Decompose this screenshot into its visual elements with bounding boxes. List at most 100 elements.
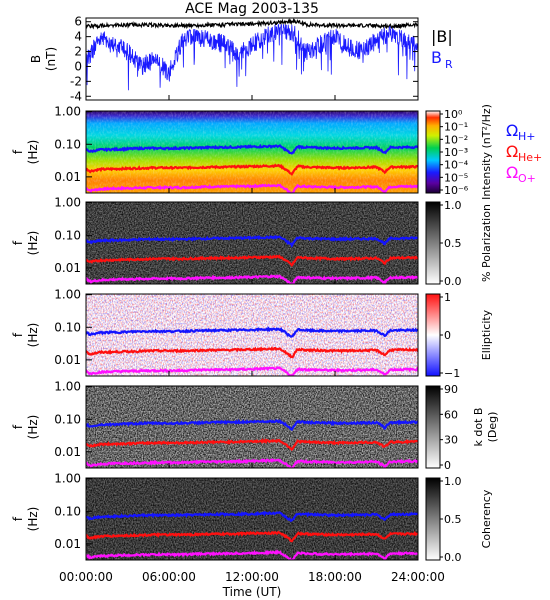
y-tick-label: 1.00 (54, 472, 81, 486)
colorbar-tick-label: 0.5 (444, 513, 462, 526)
omega-h-line (86, 143, 418, 155)
colorbar-tick-label: 10⁰ (444, 108, 463, 121)
omega-o-line (86, 366, 418, 376)
y-axis-unit: (Hz) (26, 231, 40, 256)
legend-b-magnitude: |B| (431, 27, 453, 46)
spectrogram-image (86, 386, 418, 468)
colorbar (425, 201, 441, 285)
spectrogram-panel-4: 1.00 0.10 0.01 f (Hz) 90 60 30 0 k dot B (Deg) (11, 380, 499, 472)
legend-omega-h-symbol: Ω (506, 121, 518, 140)
colorbar-tick-label: 0.5 (444, 237, 462, 250)
x-tick-label: 24:00:00 (391, 570, 445, 584)
colorbar-tick-label: 10⁻² (444, 133, 468, 146)
y-axis-unit: (Hz) (26, 507, 40, 532)
y-axis-unit: (nT) (44, 47, 58, 71)
colorbar-tick-label: 10⁻⁵ (444, 171, 468, 184)
omega-o-line (86, 183, 418, 193)
x-tick-label: 06:00:00 (142, 570, 196, 584)
spectrogram-panel-1: 1.00 0.10 0.01 f (Hz) 10⁰10⁻¹10⁻²10⁻³10⁻⁴10⁻⁵… (11, 104, 493, 200)
omega-o-line (86, 273, 418, 284)
spectrogram-panel-2: 1.00 0.10 0.01 f (Hz) 1.0 0.5 0.0 % Polarization (11, 196, 493, 288)
y-tick-label: 0.10 (54, 320, 81, 334)
spectrogram-panel-3: 1.00 0.10 0.01 f (Hz) 1 0 −1 Ellipticity (11, 288, 493, 380)
colorbar-tick-label: 0 (444, 459, 451, 472)
spectrogram-texture (86, 202, 418, 284)
y-tick-label: 1.00 (54, 380, 81, 394)
colorbar-label: Intensity (nT²/Hz) (480, 104, 493, 200)
omega-h-line (86, 419, 418, 432)
b-r-series-line (85, 23, 419, 91)
colorbar-label-unit: (Deg) (486, 412, 499, 443)
omega-o-line (86, 458, 418, 468)
legend-omega-o-symbol: Ω (506, 163, 518, 182)
colorbar-label: k dot B (472, 408, 485, 447)
y-axis-label: f (11, 424, 25, 429)
y-tick-label: 0.10 (54, 137, 81, 151)
omega-he-line (86, 163, 418, 176)
spectrogram-image (86, 202, 418, 284)
y-tick-label: 0.01 (54, 445, 81, 459)
omega-he-line (86, 346, 418, 359)
y-tick-label: 0.10 (54, 412, 81, 426)
spectrogram-texture (86, 386, 418, 468)
spectrogram-image (86, 111, 418, 193)
legend-omega-o-label: O+ (518, 172, 536, 185)
colorbar-tick-label: 60 (444, 408, 458, 421)
y-tick-label: -4 (70, 89, 82, 103)
y-tick-label: 0.01 (54, 261, 81, 275)
colorbar-tick-label: 10⁻⁴ (444, 159, 469, 172)
y-axis-unit: (Hz) (26, 415, 40, 440)
time-axis: 00:00:00 06:00:00 12:00:00 18:00:00 24:00:00 (59, 95, 445, 584)
colorbar-tick-label: 0.0 (444, 551, 462, 564)
colorbar (425, 110, 441, 194)
legend-omega-he-label: He+ (518, 151, 542, 164)
colorbar-tick-label: 1 (444, 291, 451, 304)
colorbar-label: % Polarization (480, 204, 493, 282)
spectrogram-texture-blue (86, 294, 418, 376)
colorbar-tick-label: 30 (444, 434, 458, 447)
colorbar-tick-label: 10⁻¹ (444, 121, 468, 134)
y-tick-label: 0.01 (54, 353, 81, 367)
y-axis-label: B (29, 55, 43, 63)
y-tick-label: 0.01 (54, 537, 81, 551)
colorbar-label: Coherency (480, 489, 493, 548)
colorbar (425, 385, 441, 469)
figure-title: ACE Mag 2003-135 (185, 1, 319, 17)
omega-he-line (86, 530, 418, 543)
colorbar-tick-label: 90 (444, 383, 458, 396)
colorbar-tick-label: −1 (444, 367, 460, 380)
time-axis-label: Time (UT) (222, 585, 282, 599)
colorbar (425, 477, 441, 561)
omega-he-line (86, 254, 418, 268)
spectrogram-texture (86, 478, 418, 560)
colorbar-tick-label: 1.0 (444, 199, 462, 212)
y-axis-label: f (11, 516, 25, 521)
colorbar (425, 293, 441, 377)
legend-b-r: B (431, 48, 442, 67)
omega-o-line (86, 549, 418, 560)
gyro-legend: Ω H+Ω He+Ω O+ (506, 121, 542, 185)
y-axis-label: f (11, 240, 25, 245)
spectrogram-image (86, 294, 418, 376)
colorbar-tick-label: 1.0 (444, 475, 462, 488)
spectrogram-panel-5: 1.00 0.10 0.01 f (Hz) 1.0 0.5 0.0 Coherency (11, 472, 493, 564)
y-tick-label: -2 (70, 74, 82, 88)
legend-omega-h-label: H+ (518, 130, 536, 143)
colorbar-tick-label: 10⁻³ (444, 146, 468, 159)
x-tick-label: 18:00:00 (308, 570, 362, 584)
legend-omega-he-symbol: Ω (506, 142, 518, 161)
colorbar-tick-label: 0.0 (444, 275, 462, 288)
omega-h-line (86, 235, 418, 248)
b-magnitude-series-line (85, 17, 419, 30)
colorbar-tick-label: 10⁻⁶ (444, 184, 469, 197)
omega-h-line (86, 326, 418, 339)
y-tick-label: 0.10 (54, 504, 81, 518)
y-tick-label: 1.00 (54, 288, 81, 302)
y-tick-label: 0.01 (54, 170, 81, 184)
y-axis-label: f (11, 149, 25, 154)
y-tick-label: 4 (74, 30, 82, 44)
spectrogram-texture (86, 111, 418, 193)
